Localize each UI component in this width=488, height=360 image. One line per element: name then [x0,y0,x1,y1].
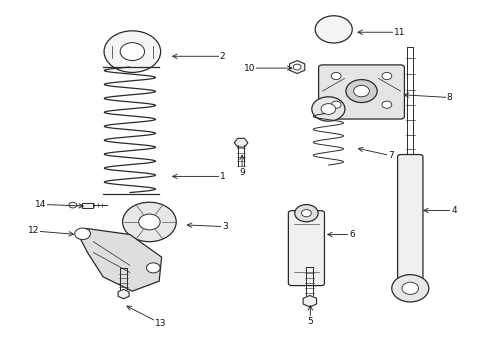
Polygon shape [303,296,316,307]
Text: 7: 7 [387,151,393,160]
Circle shape [301,210,311,217]
Circle shape [401,282,418,294]
Text: 10: 10 [243,64,255,73]
Circle shape [293,64,301,70]
Circle shape [139,214,160,230]
Text: 12: 12 [28,226,40,235]
Text: 4: 4 [450,206,456,215]
Circle shape [321,104,335,114]
FancyBboxPatch shape [318,65,404,119]
FancyBboxPatch shape [397,154,422,279]
FancyBboxPatch shape [288,211,324,285]
Text: 11: 11 [393,28,405,37]
Circle shape [69,202,77,208]
Circle shape [311,97,344,121]
Circle shape [330,72,340,80]
Circle shape [315,16,351,43]
Text: 1: 1 [219,172,225,181]
Circle shape [330,101,340,108]
Polygon shape [118,289,129,299]
Circle shape [104,31,160,72]
Circle shape [391,275,428,302]
Circle shape [381,72,391,80]
Circle shape [120,42,144,60]
Text: 5: 5 [307,317,312,326]
Polygon shape [78,228,161,291]
Text: 8: 8 [446,93,451,102]
Circle shape [294,204,318,222]
Text: 13: 13 [155,319,166,328]
Text: 2: 2 [219,52,225,61]
Text: 6: 6 [348,230,354,239]
Text: 14: 14 [35,200,46,209]
Circle shape [122,202,176,242]
Circle shape [75,228,90,239]
Polygon shape [234,138,247,147]
Polygon shape [289,60,304,73]
Circle shape [381,101,391,108]
Circle shape [146,263,160,273]
Circle shape [345,80,376,103]
FancyBboxPatch shape [81,203,93,208]
Text: 9: 9 [239,168,244,177]
Circle shape [353,85,368,97]
Text: 3: 3 [222,222,227,231]
